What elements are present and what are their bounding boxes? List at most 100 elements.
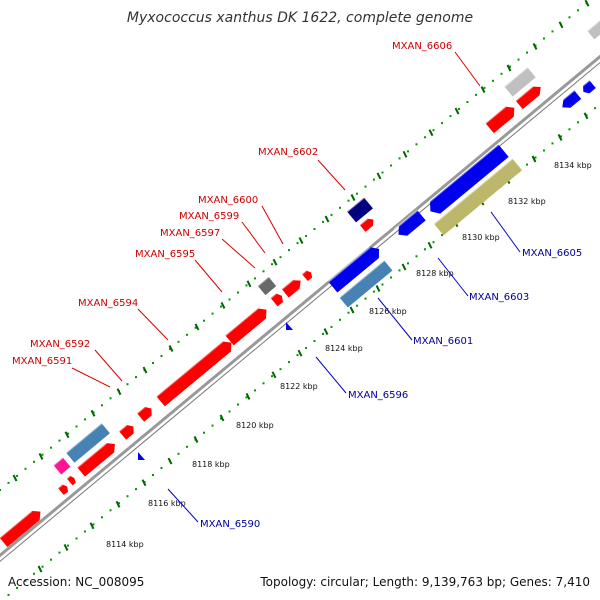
inner-dot [534, 156, 537, 159]
outer-dot [254, 277, 256, 280]
outer-dot [543, 37, 545, 40]
gene-feature [155, 340, 232, 407]
outer-dot [0, 489, 1, 491]
outer-tick-mark [142, 366, 148, 374]
gene-arrow-body [582, 80, 596, 94]
outer-tick-mark [506, 64, 512, 72]
gene-label-forward[interactable]: MXAN_6599 [179, 211, 239, 222]
outer-dot [313, 228, 316, 230]
outer-dot [551, 30, 554, 33]
outer-dot [432, 129, 435, 132]
outer-tick-mark [454, 107, 460, 115]
gene-feature [57, 483, 69, 496]
outer-dot [237, 291, 239, 294]
outer-dot [7, 481, 10, 484]
outer-dot [475, 93, 477, 96]
gene-arrow-body [281, 280, 301, 298]
gene-label-forward[interactable]: MXAN_6602 [258, 147, 318, 158]
inner-dot [356, 304, 358, 307]
outer-dot [126, 383, 129, 386]
outer-dot [41, 453, 44, 456]
gene-label-reverse[interactable]: MXAN_6601 [413, 336, 473, 347]
gene-feature [224, 307, 267, 346]
outer-tick-mark [402, 150, 408, 158]
outer-dot [75, 425, 78, 428]
inner-dot [347, 311, 350, 314]
gene-arrow-highlight [433, 157, 514, 225]
outer-dot [262, 270, 265, 273]
gene-arrow-body [429, 144, 509, 214]
outer-dot [186, 333, 188, 336]
outer-dot [33, 460, 35, 463]
inner-dot [92, 523, 95, 526]
outer-dot [458, 108, 460, 110]
outer-dot [169, 347, 171, 350]
inner-tick-mark [427, 241, 433, 249]
inner-dot [254, 389, 256, 392]
gene-arrow-body [77, 443, 115, 477]
scale-tick-label: 8130 kbp [462, 233, 500, 242]
inner-tick-mark [271, 371, 277, 379]
gene-arrow-body [119, 424, 134, 440]
gene-arrow-highlight [224, 307, 259, 337]
gene-label-forward[interactable]: MXAN_6597 [160, 228, 220, 239]
outer-dot [279, 256, 282, 259]
gene-label-reverse[interactable]: MXAN_6605 [522, 248, 582, 259]
inner-dot [160, 467, 163, 469]
gene-arrow-body [328, 247, 380, 293]
inner-dot [186, 445, 188, 448]
gene-arrow-highlight [327, 246, 371, 283]
gene-arrow-body [302, 270, 313, 282]
outer-tick-mark [298, 237, 304, 245]
inner-dot [415, 255, 418, 258]
outer-dot [305, 235, 307, 237]
outer-tick-mark [12, 474, 18, 482]
inner-tick-mark [323, 328, 329, 336]
gene-arrow-highlight [503, 66, 529, 88]
inner-dot [560, 135, 562, 138]
leader-line-forward [221, 238, 256, 269]
outer-dot [526, 51, 528, 54]
inner-dot [101, 516, 103, 519]
gene-arrow-highlight [136, 406, 146, 415]
outer-dot [483, 86, 486, 89]
gene-arrow-body [504, 67, 536, 97]
gene-label-reverse[interactable]: MXAN_6590 [200, 519, 260, 530]
gene-feature [327, 246, 380, 293]
gene-label-forward[interactable]: MXAN_6594 [78, 298, 138, 309]
gene-label-forward[interactable]: MXAN_6600 [198, 195, 258, 206]
gene-label-reverse[interactable]: MXAN_6596 [348, 390, 408, 401]
leader-line-forward [454, 51, 481, 87]
outer-dot [517, 58, 520, 61]
inner-tick-mark [245, 392, 251, 400]
gene-arrow-body [562, 90, 582, 108]
inner-dot [41, 565, 44, 568]
inner-tick-mark [219, 414, 225, 422]
small-reverse-feature [138, 452, 145, 460]
gene-feature [76, 442, 115, 477]
gene-label-forward[interactable]: MXAN_6592 [30, 339, 90, 350]
outer-dot [50, 446, 52, 449]
inner-dot [16, 586, 18, 589]
inner-dot [135, 488, 137, 491]
outer-dot [211, 312, 214, 315]
gene-arrow-highlight [52, 456, 64, 466]
gene-arrow-body [225, 308, 267, 346]
outer-dot [67, 432, 69, 435]
gene-feature [433, 157, 523, 236]
inner-tick-mark [557, 133, 563, 141]
gene-arrow-body [58, 484, 69, 496]
gene-label-reverse[interactable]: MXAN_6603 [469, 292, 529, 303]
gene-feature [359, 217, 374, 232]
map-title: Myxococcus xanthus DK 1622, complete gen… [127, 10, 473, 26]
gene-label-forward[interactable]: MXAN_6591 [12, 356, 72, 367]
inner-tick-mark [37, 565, 43, 573]
inner-dot [288, 361, 290, 364]
gene-label-forward[interactable]: MXAN_6606 [392, 41, 452, 52]
inner-dot [33, 572, 35, 575]
gene-label-forward[interactable]: MXAN_6595 [135, 249, 195, 260]
inner-dot [220, 417, 222, 420]
inner-tick-mark [297, 349, 303, 357]
inner-dot [262, 382, 265, 385]
leader-line-forward [241, 221, 266, 254]
